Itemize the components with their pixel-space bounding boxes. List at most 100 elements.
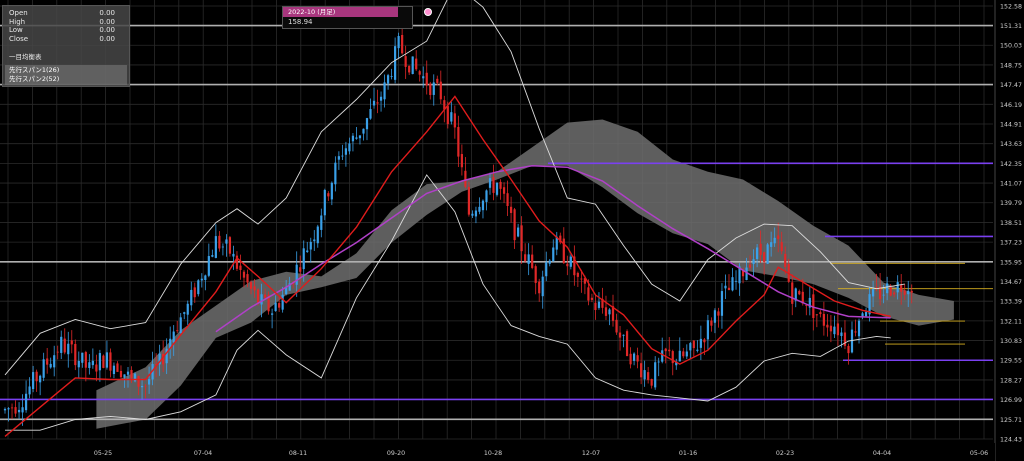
y-tick-label: 139.79 [1000, 200, 1022, 207]
candle-bear [889, 286, 892, 296]
candle-bull [422, 76, 425, 79]
candle-bear [460, 154, 463, 168]
candle-bear [847, 345, 850, 354]
candle-bear [74, 343, 77, 366]
candlesticks [3, 23, 913, 426]
candle-bear [443, 100, 446, 110]
candle-bull [133, 373, 137, 382]
candle-bull [734, 280, 738, 282]
candle-bull [105, 352, 109, 368]
candle-bull [773, 237, 776, 244]
candle-bear [763, 252, 766, 262]
indicator-legend[interactable]: 先行スパン1(26) 先行スパン2(52) [5, 65, 127, 86]
candle-bull [474, 210, 478, 217]
candle-bull [685, 351, 688, 357]
x-tick-label: 02-23 [776, 450, 794, 457]
candle-bull [517, 227, 520, 237]
candle-bull [766, 244, 769, 264]
candle-bear [559, 235, 562, 243]
candle-bear [144, 385, 147, 387]
candle-bear [829, 325, 833, 332]
candle-bull [545, 262, 548, 277]
tooltip-value: 158.94 [288, 18, 313, 26]
candle-bull [471, 213, 474, 216]
candle-bull [190, 289, 193, 306]
candle-bear [903, 290, 906, 295]
candle-bull [608, 309, 611, 315]
candle-bear [604, 307, 608, 316]
candle-bear [439, 81, 442, 100]
candle-bull [548, 260, 551, 264]
candle-bear [467, 187, 471, 215]
candle-bear [327, 193, 330, 197]
candle-bull [337, 156, 340, 160]
ohlc-low: Low 0.00 [9, 26, 115, 35]
candle-bull [432, 82, 435, 95]
candle-bull [365, 118, 369, 130]
candle-bull [886, 283, 889, 294]
x-tick-label: 12-07 [582, 450, 600, 457]
candle-bear [162, 353, 165, 365]
candle-bull [752, 259, 755, 265]
candle-bear [879, 286, 882, 299]
candle-bear [102, 355, 105, 368]
candle-bull [864, 311, 868, 317]
candle-bear [826, 324, 829, 328]
y-tick-label: 135.95 [1000, 259, 1022, 266]
candle-bull [622, 334, 625, 336]
candle-bull [383, 82, 386, 100]
candle-bear [35, 371, 38, 382]
span2-label: 先行スパン2(52) [9, 75, 60, 84]
candle-bull [390, 76, 393, 77]
candle-bear [819, 312, 822, 315]
candle-bear [900, 284, 903, 292]
candle-bear [629, 353, 632, 365]
candle-bear [611, 306, 615, 321]
price-axis: 152.58 151.31 150.03 148.75 147.47 146.19 144.… [994, 0, 1024, 461]
candle-bull [411, 56, 414, 75]
candle-bull [172, 331, 175, 343]
candle-bull [478, 206, 481, 212]
candle-bull [60, 336, 63, 353]
candle-bull [3, 408, 7, 411]
candle-bear [267, 294, 270, 312]
candle-bull [288, 283, 291, 291]
candle-bear [710, 320, 713, 326]
candle-bear [246, 274, 249, 283]
tooltip-anchor-icon[interactable] [424, 8, 432, 16]
candle-bull [485, 190, 488, 202]
candle-bull [386, 75, 390, 84]
candle-bull [450, 112, 453, 122]
candle-bull [24, 393, 28, 411]
candle-bear [636, 355, 639, 362]
candle-bear [812, 294, 815, 318]
candle-bear [524, 254, 527, 262]
candle-bull [334, 162, 337, 185]
y-tick-label: 137.23 [1000, 240, 1022, 247]
candle-bull [98, 353, 101, 371]
candle-bear [408, 65, 411, 73]
candle-bear [176, 330, 179, 332]
candle-bear [822, 313, 825, 326]
candle-bear [748, 264, 752, 268]
candle-bull [555, 236, 558, 250]
candle-bear [242, 271, 246, 278]
candle-bull [341, 155, 344, 157]
candle-bear [910, 290, 913, 293]
candle-bear [531, 254, 534, 268]
candle-bear [625, 331, 629, 357]
candle-bear [801, 291, 804, 304]
candle-bear [741, 269, 745, 277]
candle-bear [235, 255, 239, 269]
y-tick-label: 133.39 [1000, 299, 1022, 306]
ohlc-panel: Open 0.00 High 0.00 Low 0.00 Close 0.00 一目均衡… [2, 5, 130, 87]
y-tick-label: 141.07 [1000, 181, 1022, 188]
candle-bull [7, 408, 10, 410]
y-tick-label: 138.51 [1000, 220, 1022, 227]
candle-bull [362, 128, 365, 134]
candle-bear [798, 291, 801, 295]
candle-bear [587, 287, 590, 301]
candle-bull [351, 135, 355, 142]
candle-bull [882, 294, 885, 296]
